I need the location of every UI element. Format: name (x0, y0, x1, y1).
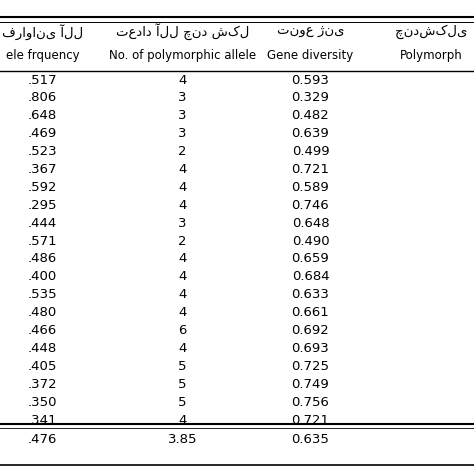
Text: 4: 4 (178, 253, 187, 265)
Text: 0.593: 0.593 (292, 73, 329, 87)
Text: 0.693: 0.693 (292, 342, 329, 355)
Text: 0.756: 0.756 (292, 396, 329, 409)
Text: 0.721: 0.721 (292, 413, 329, 427)
Text: تنوع ژنی: تنوع ژنی (277, 25, 344, 38)
Text: .469: .469 (28, 127, 57, 140)
Text: 0.725: 0.725 (292, 360, 329, 373)
Text: Gene diversity: Gene diversity (267, 49, 354, 63)
Text: 4: 4 (178, 73, 187, 87)
Text: .806: .806 (28, 91, 57, 104)
Text: 4: 4 (178, 306, 187, 319)
Text: .476: .476 (28, 433, 57, 446)
Text: 3: 3 (178, 109, 187, 122)
Text: 0.482: 0.482 (292, 109, 329, 122)
Text: 0.635: 0.635 (292, 433, 329, 446)
Text: 0.639: 0.639 (292, 127, 329, 140)
Text: 0.684: 0.684 (292, 270, 329, 283)
Text: .517: .517 (28, 73, 57, 87)
Text: 4: 4 (178, 342, 187, 355)
Text: .405: .405 (28, 360, 57, 373)
Text: 0.721: 0.721 (292, 163, 329, 176)
Text: 0.490: 0.490 (292, 235, 329, 247)
Text: 0.589: 0.589 (292, 181, 329, 194)
Text: ele frquency: ele frquency (6, 49, 80, 63)
Text: 3: 3 (178, 127, 187, 140)
Text: No. of polymorphic allele: No. of polymorphic allele (109, 49, 256, 63)
Text: .466: .466 (28, 324, 57, 337)
Text: 2: 2 (178, 235, 187, 247)
Text: 6: 6 (178, 324, 187, 337)
Text: .571: .571 (28, 235, 57, 247)
Text: .480: .480 (28, 306, 57, 319)
Text: 0.633: 0.633 (292, 288, 329, 301)
Text: چندشکلی: چندشکلی (395, 25, 467, 39)
Text: 4: 4 (178, 163, 187, 176)
Text: 4: 4 (178, 270, 187, 283)
Text: .350: .350 (28, 396, 57, 409)
Text: .444: .444 (28, 217, 57, 230)
Text: .372: .372 (28, 378, 57, 391)
Text: 2: 2 (178, 145, 187, 158)
Text: 0.749: 0.749 (292, 378, 329, 391)
Text: 0.661: 0.661 (292, 306, 329, 319)
Text: .523: .523 (28, 145, 57, 158)
Text: 3.85: 3.85 (168, 433, 197, 446)
Text: 0.499: 0.499 (292, 145, 329, 158)
Text: 0.648: 0.648 (292, 217, 329, 230)
Text: .400: .400 (28, 270, 57, 283)
Text: .367: .367 (28, 163, 57, 176)
Text: 4: 4 (178, 199, 187, 212)
Text: 5: 5 (178, 378, 187, 391)
Text: .486: .486 (28, 253, 57, 265)
Text: .341: .341 (28, 413, 57, 427)
Text: فراوانی آلل: فراوانی آلل (2, 24, 83, 40)
Text: Polymorph: Polymorph (400, 49, 463, 63)
Text: 4: 4 (178, 181, 187, 194)
Text: 5: 5 (178, 360, 187, 373)
Text: 0.329: 0.329 (292, 91, 329, 104)
Text: 4: 4 (178, 288, 187, 301)
Text: 3: 3 (178, 217, 187, 230)
Text: 5: 5 (178, 396, 187, 409)
Text: .592: .592 (28, 181, 57, 194)
Text: 0.746: 0.746 (292, 199, 329, 212)
Text: .648: .648 (28, 109, 57, 122)
Text: 3: 3 (178, 91, 187, 104)
Text: 4: 4 (178, 413, 187, 427)
Text: .535: .535 (28, 288, 57, 301)
Text: .295: .295 (28, 199, 57, 212)
Text: 0.659: 0.659 (292, 253, 329, 265)
Text: .448: .448 (28, 342, 57, 355)
Text: 0.692: 0.692 (292, 324, 329, 337)
Text: تعداد آلل چند شکل: تعداد آلل چند شکل (116, 23, 249, 40)
